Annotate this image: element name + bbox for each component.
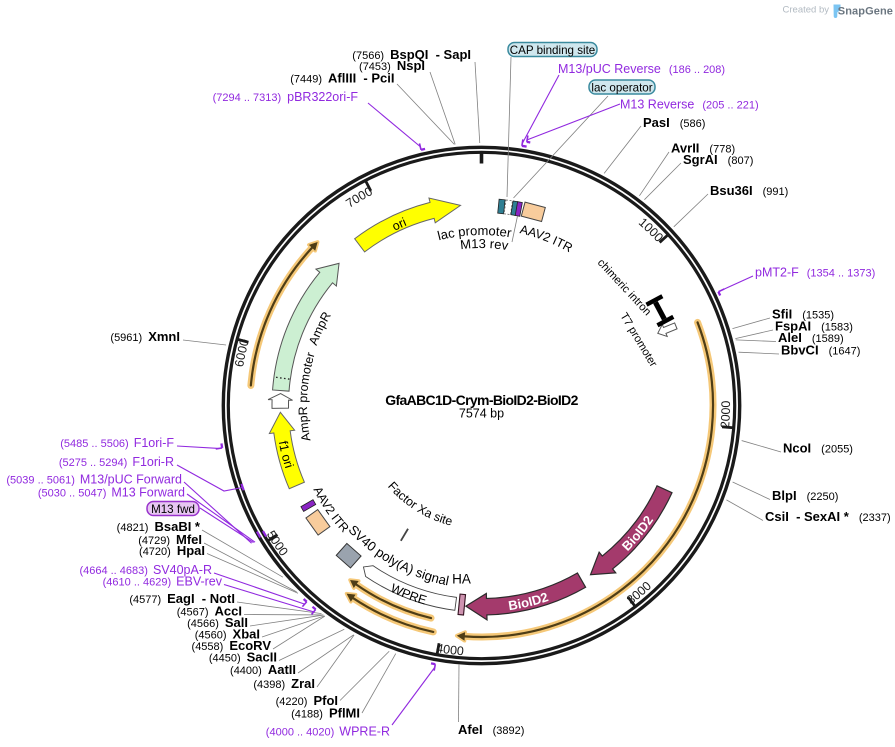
svg-text:(4577)EagI - NotI: (4577) EagI - NotI bbox=[129, 591, 235, 606]
svg-text:(4450)SacII: (4450) SacII bbox=[209, 650, 277, 665]
svg-text:(4220)PfoI: (4220) PfoI bbox=[276, 693, 338, 708]
svg-text:(4610 .. 4629)EBV-rev: (4610 .. 4629) EBV-rev bbox=[103, 575, 223, 589]
svg-text:(4188)PflMI: (4188) PflMI bbox=[291, 706, 360, 721]
svg-text:(4821)BsaBI *: (4821) BsaBI * bbox=[117, 519, 201, 534]
svg-text:SfiI(1535): SfiI (1535) bbox=[772, 307, 834, 322]
svg-text:7574 bp: 7574 bp bbox=[459, 407, 504, 421]
svg-text:FspAI(1583): FspAI (1583) bbox=[775, 319, 853, 334]
svg-text:(7449)AflIII - PciI: (7449) AflIII - PciI bbox=[290, 71, 394, 86]
svg-text:(4567)AccI: (4567) AccI bbox=[177, 604, 242, 619]
svg-text:M13 fwd: M13 fwd bbox=[151, 503, 195, 516]
svg-text:lac operator: lac operator bbox=[591, 81, 652, 94]
svg-text:CsiI - SexAI *(2337): CsiI - SexAI * (2337) bbox=[765, 509, 891, 524]
svg-text:(4560)XbaI: (4560) XbaI bbox=[195, 627, 260, 642]
svg-text:(4720)HpaI: (4720) HpaI bbox=[139, 543, 205, 558]
svg-text:lac promoter: lac promoter bbox=[436, 223, 513, 243]
svg-text:(4558)EcoRV: (4558) EcoRV bbox=[192, 638, 272, 653]
svg-text:(5030 .. 5047)M13 Forward: (5030 .. 5047) M13 Forward bbox=[38, 486, 185, 500]
svg-text:(5961)XmnI: (5961) XmnI bbox=[110, 329, 180, 344]
svg-text:f1 ori: f1 ori bbox=[276, 440, 296, 470]
svg-text:M13 Reverse(205 .. 221): M13 Reverse (205 .. 221) bbox=[620, 98, 759, 112]
svg-text:(5275 .. 5294)F1ori-R: (5275 .. 5294) F1ori-R bbox=[59, 455, 174, 469]
svg-text:SnapGene: SnapGene bbox=[838, 6, 893, 18]
svg-text:(7294 .. 7313)pBR322ori-F: (7294 .. 7313) pBR322ori-F bbox=[213, 90, 359, 104]
svg-text:CAP binding site: CAP binding site bbox=[510, 44, 596, 57]
svg-text:pMT2-F(1354 .. 1373): pMT2-F (1354 .. 1373) bbox=[755, 266, 875, 280]
svg-text:6000: 6000 bbox=[232, 337, 252, 368]
svg-text:(5485 .. 5506)F1ori-F: (5485 .. 5506) F1ori-F bbox=[60, 436, 174, 450]
svg-text:(7566)BspQI - SapI: (7566) BspQI - SapI bbox=[352, 47, 471, 62]
svg-text:4000: 4000 bbox=[435, 641, 464, 658]
svg-text:(4400)AatII: (4400) AatII bbox=[230, 662, 296, 677]
svg-text:ori: ori bbox=[390, 215, 408, 234]
svg-text:HA: HA bbox=[452, 572, 471, 587]
svg-text:(4566)SalI: (4566) SalI bbox=[187, 615, 248, 630]
svg-text:(7453)NspI: (7453) NspI bbox=[359, 58, 425, 73]
svg-text:Bsu36I(991): Bsu36I (991) bbox=[710, 183, 788, 198]
svg-text:(4729)MfeI: (4729) MfeI bbox=[138, 532, 202, 547]
svg-text:M13/pUC Reverse(186 .. 208): M13/pUC Reverse (186 .. 208) bbox=[558, 62, 725, 76]
svg-text:(4000 .. 4020)WPRE-R: (4000 .. 4020) WPRE-R bbox=[266, 725, 390, 739]
svg-text:GfaABC1D-Crym-BioID2-BioID2: GfaABC1D-Crym-BioID2-BioID2 bbox=[385, 392, 578, 408]
svg-text:(4664 .. 4683)SV40pA-R: (4664 .. 4683) SV40pA-R bbox=[79, 563, 212, 577]
svg-text:M13 rev: M13 rev bbox=[459, 236, 509, 253]
svg-text:Created by: Created by bbox=[783, 5, 830, 16]
svg-text:(4398)ZraI: (4398) ZraI bbox=[253, 676, 315, 691]
svg-text:2000: 2000 bbox=[718, 401, 733, 429]
svg-text:(5039 .. 5061)M13/pUC Forward: (5039 .. 5061) M13/pUC Forward bbox=[6, 473, 182, 487]
